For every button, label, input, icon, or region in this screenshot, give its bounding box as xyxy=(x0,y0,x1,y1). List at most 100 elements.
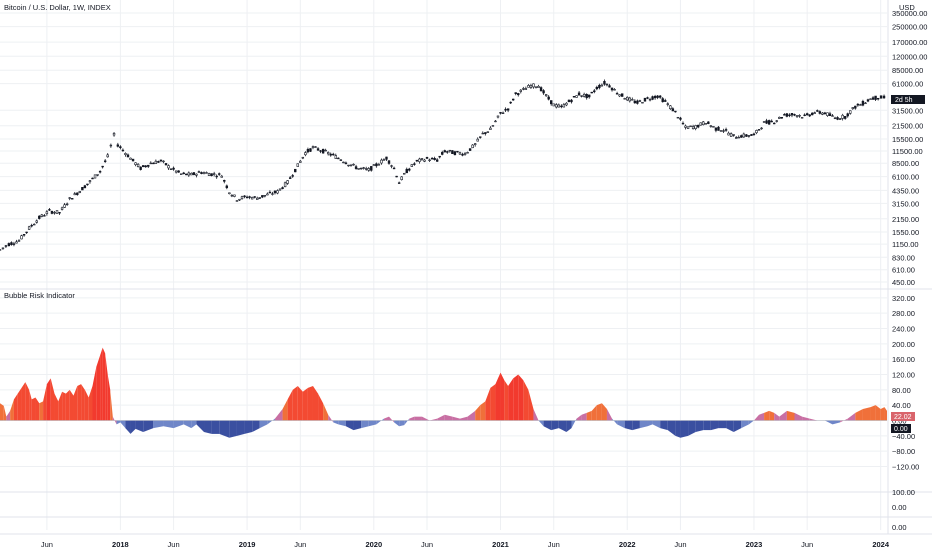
price-candle-body xyxy=(600,84,604,87)
price-candle-body xyxy=(828,113,832,117)
risk-area-segment xyxy=(802,416,810,421)
time-axis-tick: Jun xyxy=(41,540,53,549)
risk-area-segment xyxy=(345,420,354,431)
price-candle-body xyxy=(324,149,327,152)
price-candle-body xyxy=(661,98,664,103)
price-candle-body xyxy=(144,165,147,168)
risk-area-segment xyxy=(741,420,749,429)
price-candle-body xyxy=(590,91,593,94)
risk-area-segment xyxy=(485,387,491,421)
risk-area-segment xyxy=(110,389,113,421)
price-candle-body xyxy=(185,173,188,176)
price-candle-body xyxy=(752,133,756,136)
risk-area-segment xyxy=(675,420,681,438)
price-candle-body xyxy=(704,123,707,125)
price-candle-body xyxy=(304,152,307,156)
price-candle-body xyxy=(55,210,59,214)
price-candle-body xyxy=(780,117,784,119)
risk-area-segment xyxy=(551,420,559,431)
price-candle-body xyxy=(283,182,287,188)
risk-area-segment xyxy=(292,386,298,421)
price-candle-body xyxy=(68,197,71,199)
price-candle-body xyxy=(296,163,299,167)
price-candle-body xyxy=(420,158,424,160)
price-candle-body xyxy=(446,151,449,153)
price-candle-body xyxy=(712,126,715,128)
risk-area-segment xyxy=(389,416,395,423)
price-candle-body xyxy=(294,168,297,173)
price-candle-body xyxy=(803,114,806,117)
risk-area-segment xyxy=(794,412,803,421)
price-candle-body xyxy=(466,152,469,154)
price-candle-body xyxy=(43,215,46,217)
risk-area-segment xyxy=(680,420,689,438)
price-axis-tick: 85000.00 xyxy=(892,66,923,75)
price-candle-body xyxy=(671,108,675,112)
risk-area-segment xyxy=(660,420,668,431)
price-candle-body xyxy=(53,212,56,214)
risk-area-segment xyxy=(809,418,818,421)
risk-area-segment xyxy=(518,374,524,421)
risk-area-segment xyxy=(39,401,44,421)
price-candle-body xyxy=(476,138,479,142)
risk-area-segment xyxy=(769,410,775,421)
price-candle-body xyxy=(529,85,533,88)
price-candle-body xyxy=(869,98,872,100)
price-candle-body xyxy=(729,133,733,137)
price-candle-body xyxy=(808,114,811,117)
risk-area-segment xyxy=(92,366,97,421)
price-candle-body xyxy=(291,175,294,177)
price-candle-body xyxy=(157,161,160,163)
risk-area-segment xyxy=(444,414,453,421)
risk-area-segment xyxy=(862,407,871,421)
risk-area-segment xyxy=(361,420,369,429)
price-candle-body xyxy=(154,160,158,164)
price-candle-body xyxy=(258,197,261,199)
price-candle-body xyxy=(757,129,761,131)
price-candle-body xyxy=(172,167,175,170)
price-candle-body xyxy=(25,231,28,234)
price-candle-body xyxy=(268,191,272,194)
price-candle-body xyxy=(38,215,41,219)
price-candle-body xyxy=(352,163,355,166)
price-candle-body xyxy=(45,211,49,215)
price-candle-body xyxy=(560,105,563,108)
risk-area-segment xyxy=(31,397,36,421)
price-candle-body xyxy=(788,114,791,117)
price-axis: 450.00 610.00 830.00 1150.00 1550.00 2150.00 3… xyxy=(892,9,927,287)
price-candle-body xyxy=(750,134,753,136)
risk-area-segment xyxy=(533,409,539,421)
risk-area-segment xyxy=(307,386,313,421)
price-candle-body xyxy=(190,172,193,176)
currency-label[interactable]: USD xyxy=(899,3,915,12)
price-candle-body xyxy=(643,97,647,102)
price-candle-body xyxy=(392,167,396,170)
price-candle-body xyxy=(494,120,497,123)
risk-area-segment xyxy=(116,420,121,425)
risk-area-segment xyxy=(153,420,164,429)
time-axis-tick: Jun xyxy=(294,540,306,549)
risk-area-segment xyxy=(125,420,131,434)
risk-area-segment xyxy=(100,347,103,421)
price-candle-body xyxy=(33,223,36,226)
risk-area-segment xyxy=(102,347,106,421)
risk-area-segment xyxy=(229,420,237,438)
price-candle-body xyxy=(694,125,697,129)
price-candle-body xyxy=(582,93,586,97)
price-candle-body xyxy=(149,162,152,165)
price-candle-body xyxy=(651,96,654,100)
risk-area-segment xyxy=(647,420,653,427)
risk-area-segment xyxy=(88,386,93,421)
risk-area-segment xyxy=(779,410,787,421)
price-candle-body xyxy=(871,97,875,100)
risk-area-segment xyxy=(404,418,410,426)
risk-area-segment xyxy=(543,420,552,431)
price-candle-body xyxy=(382,159,386,161)
price-label-text: 2d 5h xyxy=(895,97,913,104)
price-candle-body xyxy=(169,168,173,171)
symbol-title: Bitcoin / U.S. Dollar, 1W, INDEX xyxy=(4,3,111,12)
risk-axis-tick: −120.00 xyxy=(892,463,919,472)
price-candle-body xyxy=(20,235,23,240)
time-axis-tick: Jun xyxy=(168,540,180,549)
